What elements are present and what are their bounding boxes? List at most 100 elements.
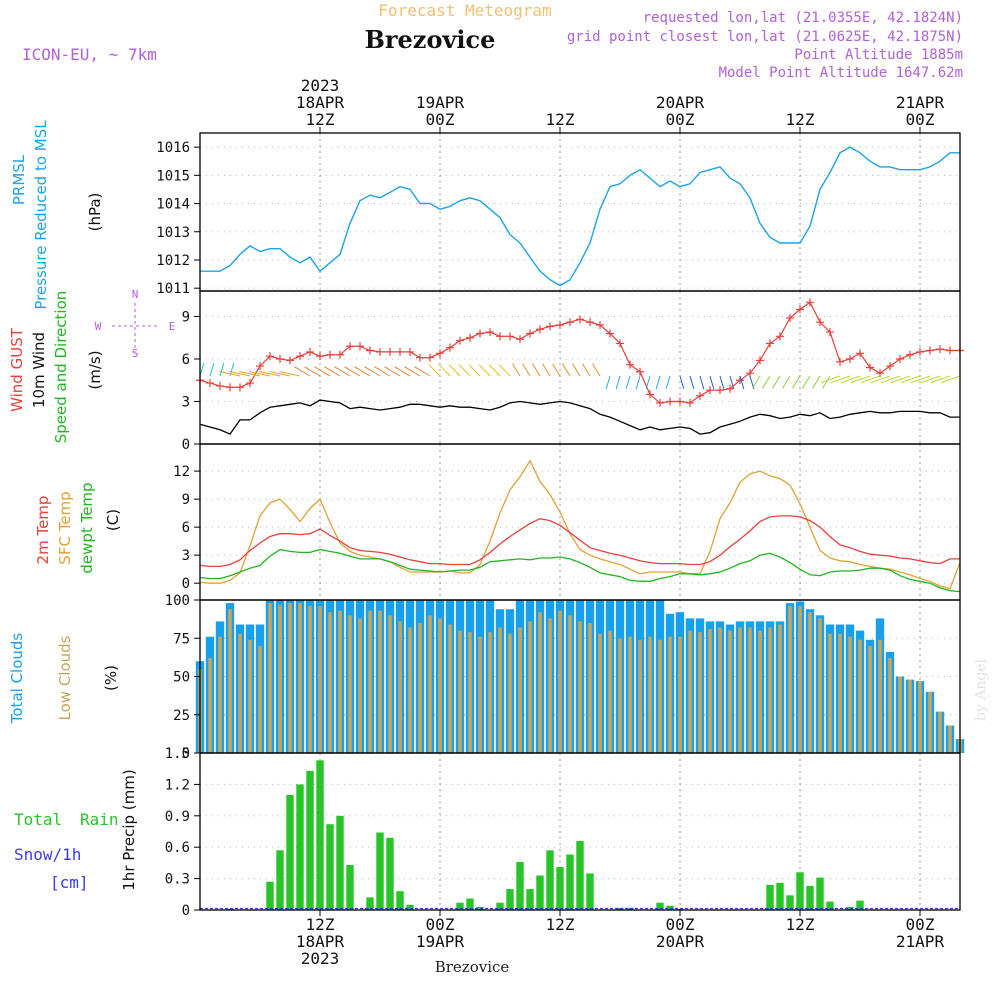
bottom-time-label: 18APR xyxy=(296,932,345,951)
wind-direction-arrow xyxy=(572,363,581,377)
low-cloud-bar xyxy=(908,679,912,753)
wind-direction-arrow xyxy=(488,364,501,377)
gust-point xyxy=(576,315,584,324)
wind-direction-arrow xyxy=(414,366,431,377)
wind-direction-arrow xyxy=(522,363,531,377)
temp-ytick-label: 3 xyxy=(182,548,190,564)
low-cloud-bar xyxy=(588,623,592,753)
gust-point xyxy=(336,350,344,359)
gust-point xyxy=(866,363,874,372)
low-clouds-label: Low Clouds xyxy=(56,635,74,720)
gust-point xyxy=(606,329,614,338)
wind-direction-arrow xyxy=(249,370,271,377)
wind-direction-arrow xyxy=(900,375,921,384)
frame-layer xyxy=(199,132,961,911)
pressure-frame xyxy=(199,132,961,292)
wind-frame xyxy=(199,290,961,445)
gust-point xyxy=(826,328,834,337)
gust-point xyxy=(416,353,424,362)
low-cloud-bar xyxy=(468,632,472,753)
wind-unit-label: (m/s) xyxy=(86,350,104,389)
clouds-unit-label: (%) xyxy=(102,665,120,691)
gust-point xyxy=(836,357,844,366)
rain-bar xyxy=(316,760,324,910)
wind-direction-arrow xyxy=(324,366,341,377)
wind-direction-arrow xyxy=(229,370,251,377)
wind-direction-arrow xyxy=(719,375,725,390)
gust-point xyxy=(276,355,284,363)
wind-direction-arrow xyxy=(448,364,461,377)
wind-direction-arrow xyxy=(679,375,685,390)
gust-point xyxy=(616,339,624,348)
wind-direction-arrow xyxy=(592,363,601,377)
low-cloud-bar xyxy=(368,610,372,753)
panel-label-layer: N S W E PRMSL Pressure Reduced to MSL (hPa) Win… xyxy=(8,120,175,892)
low-cloud-bar xyxy=(858,639,862,753)
wind-direction-arrow xyxy=(552,363,561,377)
gust-point xyxy=(916,347,924,356)
low-cloud-bar xyxy=(358,618,362,753)
gust-point xyxy=(806,298,814,307)
gust-point xyxy=(286,356,294,365)
wind-ytick-label: 6 xyxy=(182,352,190,368)
gust-point xyxy=(626,360,634,369)
low-cloud-bar xyxy=(238,633,242,753)
wind-direction-arrow xyxy=(219,362,225,377)
clouds-ytick-label: 100 xyxy=(165,593,190,609)
gust-point xyxy=(456,336,464,345)
gust-point xyxy=(246,379,254,388)
gust-point xyxy=(486,328,494,337)
point-altitude: Point Altitude 1885m xyxy=(794,47,963,63)
wind-direction-arrow xyxy=(468,364,481,377)
pressure-line xyxy=(200,146,960,287)
top-time-label: 00Z xyxy=(906,110,935,129)
wind-direction-arrow xyxy=(428,364,441,377)
gust-point xyxy=(226,383,234,392)
gust-point xyxy=(646,390,654,399)
gust-point xyxy=(536,325,544,334)
gust-point xyxy=(906,350,914,359)
low-cloud-bar xyxy=(938,711,942,753)
pressure-ytick-label: 1013 xyxy=(156,225,190,241)
gust-point xyxy=(346,342,354,351)
wind-direction-arrow xyxy=(910,375,931,384)
wind-direction-arrow xyxy=(645,375,651,390)
wind-direction-arrow xyxy=(739,375,745,390)
gust-point xyxy=(816,318,824,327)
wind-direction-arrow xyxy=(762,375,771,389)
precip-ytick-label: 1.5 xyxy=(165,746,190,762)
gust-point xyxy=(306,347,314,356)
low-cloud-bar xyxy=(828,633,832,753)
low-cloud-bar xyxy=(518,627,522,753)
low-cloud-bar xyxy=(338,610,342,753)
low-cloud-bar xyxy=(208,658,212,753)
rain-bar xyxy=(346,865,354,910)
clouds-ytick-label: 0 xyxy=(182,746,190,762)
gust-point xyxy=(426,353,434,362)
temp-frame xyxy=(199,443,961,601)
location-title: Brezovice xyxy=(365,25,496,54)
gust-point xyxy=(496,332,504,341)
low-cloud-bar xyxy=(778,624,782,753)
wind-direction-arrow xyxy=(840,375,861,384)
wind-direction-arrow xyxy=(374,366,391,377)
precip-ytick-label: 0.3 xyxy=(165,872,190,888)
wind-direction-arrow xyxy=(209,362,215,377)
wind-direction-arrow xyxy=(394,366,411,377)
rain-bar xyxy=(516,861,524,910)
wind-direction-arrow xyxy=(940,375,961,384)
total-rain-label-2: Rain xyxy=(80,810,119,829)
sfc-temp-label: SFC Temp xyxy=(56,491,74,564)
gust-point xyxy=(526,329,534,338)
wind-direction-arrow xyxy=(792,375,801,389)
grid-layer xyxy=(200,133,960,911)
rain-bar xyxy=(286,794,294,910)
wind-direction-arrow xyxy=(920,375,941,384)
low-cloud-bar xyxy=(658,639,662,753)
gust-point xyxy=(746,369,754,378)
gust-point xyxy=(566,318,574,327)
low-cloud-bar xyxy=(438,618,442,753)
wind-direction-arrow xyxy=(615,375,621,390)
rain-bar xyxy=(856,900,864,910)
rain-bar xyxy=(456,902,464,910)
